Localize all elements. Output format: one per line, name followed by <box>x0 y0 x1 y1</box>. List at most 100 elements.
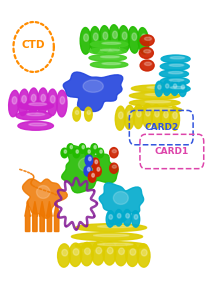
Ellipse shape <box>161 85 190 93</box>
Ellipse shape <box>93 33 98 40</box>
Ellipse shape <box>117 214 121 218</box>
Ellipse shape <box>144 37 152 41</box>
Circle shape <box>70 146 73 149</box>
Circle shape <box>88 150 90 153</box>
Ellipse shape <box>18 89 29 116</box>
Ellipse shape <box>164 111 168 118</box>
Ellipse shape <box>171 80 178 95</box>
Circle shape <box>84 166 92 176</box>
FancyArrow shape <box>47 201 52 232</box>
Ellipse shape <box>76 242 147 250</box>
Circle shape <box>76 150 78 153</box>
Circle shape <box>64 150 67 153</box>
Ellipse shape <box>161 55 190 63</box>
Ellipse shape <box>101 56 119 58</box>
Ellipse shape <box>155 110 159 117</box>
Polygon shape <box>37 185 50 198</box>
Ellipse shape <box>146 110 150 116</box>
Ellipse shape <box>37 88 48 115</box>
Ellipse shape <box>9 90 19 117</box>
Text: CTD: CTD <box>22 40 45 50</box>
Ellipse shape <box>128 27 139 53</box>
Ellipse shape <box>92 242 105 265</box>
Ellipse shape <box>173 112 177 119</box>
Ellipse shape <box>159 70 189 78</box>
Ellipse shape <box>128 111 132 118</box>
Circle shape <box>91 158 99 169</box>
Ellipse shape <box>119 112 123 119</box>
Circle shape <box>88 167 90 171</box>
Ellipse shape <box>90 27 101 53</box>
Ellipse shape <box>130 249 136 255</box>
Ellipse shape <box>131 106 182 113</box>
Ellipse shape <box>140 60 154 71</box>
Ellipse shape <box>16 111 51 120</box>
Ellipse shape <box>41 94 46 102</box>
Ellipse shape <box>152 104 161 129</box>
Ellipse shape <box>139 47 153 58</box>
Ellipse shape <box>155 81 163 97</box>
Ellipse shape <box>80 28 91 54</box>
Ellipse shape <box>126 214 129 218</box>
Ellipse shape <box>140 35 154 46</box>
Circle shape <box>85 148 92 158</box>
Ellipse shape <box>145 101 170 103</box>
Circle shape <box>95 160 98 164</box>
Circle shape <box>94 166 101 176</box>
Ellipse shape <box>58 244 70 267</box>
Ellipse shape <box>132 33 137 40</box>
Ellipse shape <box>103 32 108 40</box>
Polygon shape <box>22 179 67 218</box>
FancyArrow shape <box>25 201 30 232</box>
Ellipse shape <box>57 90 67 117</box>
Ellipse shape <box>27 113 45 116</box>
Ellipse shape <box>137 244 150 267</box>
Ellipse shape <box>91 41 128 48</box>
Circle shape <box>89 157 91 161</box>
Ellipse shape <box>138 28 149 54</box>
Ellipse shape <box>73 249 79 255</box>
Ellipse shape <box>169 64 184 66</box>
Ellipse shape <box>60 97 65 104</box>
Ellipse shape <box>94 234 129 237</box>
Ellipse shape <box>29 103 47 106</box>
Ellipse shape <box>119 248 124 254</box>
Ellipse shape <box>122 32 127 40</box>
Ellipse shape <box>134 214 138 219</box>
Ellipse shape <box>170 86 185 89</box>
Ellipse shape <box>131 85 182 92</box>
Ellipse shape <box>141 249 147 256</box>
Ellipse shape <box>169 106 180 130</box>
Ellipse shape <box>98 225 133 228</box>
Circle shape <box>97 148 104 158</box>
Ellipse shape <box>160 77 189 85</box>
Ellipse shape <box>112 165 116 168</box>
Ellipse shape <box>173 84 177 88</box>
Ellipse shape <box>76 224 147 232</box>
Ellipse shape <box>129 99 180 106</box>
Circle shape <box>92 173 94 177</box>
Ellipse shape <box>18 101 54 110</box>
Ellipse shape <box>144 50 151 53</box>
Circle shape <box>61 148 68 158</box>
Ellipse shape <box>147 86 172 88</box>
Ellipse shape <box>126 243 139 266</box>
Ellipse shape <box>75 110 79 114</box>
Ellipse shape <box>137 110 141 117</box>
Ellipse shape <box>28 88 38 115</box>
Ellipse shape <box>100 26 110 52</box>
Ellipse shape <box>98 243 133 246</box>
Ellipse shape <box>85 107 92 121</box>
Ellipse shape <box>114 242 127 266</box>
Ellipse shape <box>109 25 120 51</box>
Polygon shape <box>83 80 103 92</box>
Ellipse shape <box>12 97 17 104</box>
Ellipse shape <box>170 57 185 59</box>
Ellipse shape <box>106 211 114 227</box>
Ellipse shape <box>142 103 152 128</box>
Circle shape <box>67 144 74 153</box>
Ellipse shape <box>163 80 171 95</box>
FancyArrow shape <box>32 201 38 232</box>
Ellipse shape <box>124 105 134 129</box>
Ellipse shape <box>166 84 169 88</box>
